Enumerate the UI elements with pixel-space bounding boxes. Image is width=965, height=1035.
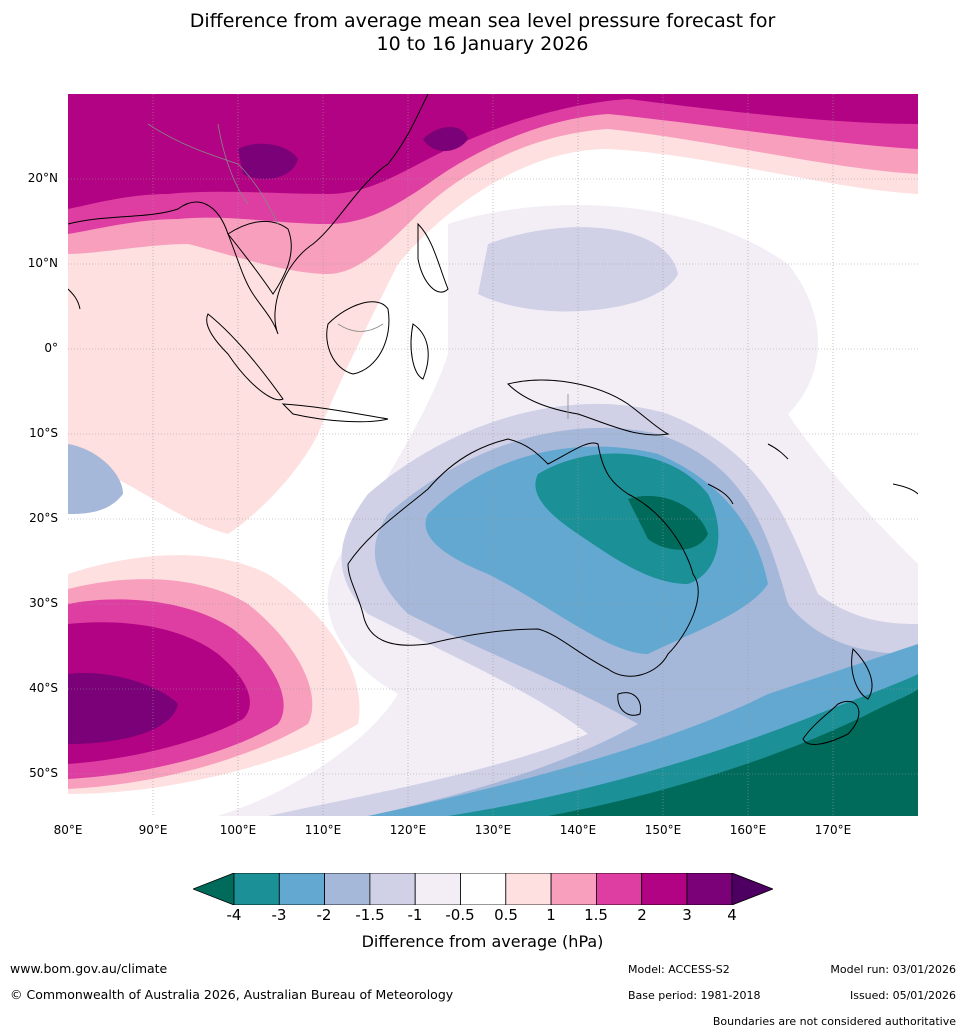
coast-asia-mainland [68,94,429,335]
cb-tick-2: 2 [637,906,647,924]
lat-label-10n: 10°N [27,256,58,270]
lat-label-30s: 30°S [29,596,58,610]
map-canvas [68,94,918,816]
colorbar-swatch-10 [641,873,688,905]
lon-label-120e: 120°E [389,823,427,837]
coast-philippines [417,222,449,293]
model-run-info: Model run: 03/01/2026 [830,963,956,976]
colorbar-swatch-11 [686,873,733,905]
colorbar-swatch-3 [324,873,371,905]
contour-neg-west [68,444,123,514]
colorbar-swatch-2 [278,873,326,905]
country-borders [147,123,569,419]
coast-pacific-islands [707,443,918,505]
contour-2-north [68,94,918,209]
lat-label-20n: 20°N [27,171,58,185]
graticule [68,94,918,816]
coast-java [281,403,389,423]
lat-label-0: 0° [44,341,58,355]
contour-neg-4-south [548,689,918,816]
cb-tick-neg1.5: -1.5 [355,906,385,924]
cb-tick-3: 3 [682,906,692,924]
contour-neg-1 [478,227,678,312]
contour-3-southwest [68,673,178,744]
lon-label-170e: 170°E [814,823,852,837]
cb-tick-neg2: -2 [316,906,332,924]
border-asia-b [217,123,249,205]
lon-label-130e: 130°E [474,823,512,837]
model-info: Model: ACCESS-S2 [628,963,730,976]
contour-3-north-a [238,143,298,179]
cb-tick-1.5: 1.5 [584,906,608,924]
coast-sumatra [206,313,284,401]
lat-label-20s: 20°S [29,511,58,525]
lon-label-80e: 80°E [53,823,83,837]
colorbar-swatch-4 [369,873,416,905]
coastlines [68,94,918,745]
coast-indochina [227,220,292,295]
coast-india-tip [68,288,81,310]
lon-label-90e: 90°E [138,823,168,837]
colorbar-swatch-9 [595,873,643,905]
colorbar-swatch-below-4 [193,873,235,905]
coast-new-zealand-south [802,700,860,745]
cb-tick-neg1: -1 [407,906,423,924]
lon-label-150e: 150°E [644,823,682,837]
colorbar-title: Difference from average (hPa) [361,932,604,951]
lat-label-50s: 50°S [29,766,58,780]
cb-tick-neg4: -4 [226,906,242,924]
colorbar-swatch-6 [460,873,507,905]
coast-new-guinea [507,379,670,436]
colorbar-swatch-above-4 [731,873,773,905]
cb-tick-4: 4 [727,906,737,924]
coast-australia [347,438,699,677]
coast-new-zealand-north [851,647,873,700]
cb-tick-neg3: -3 [271,906,287,924]
title-line-2: 10 to 16 January 2026 [376,33,589,55]
lon-label-140e: 140°E [559,823,597,837]
copyright-text: © Commonwealth of Australia 2026, Austra… [10,987,454,1002]
website-link[interactable]: www.bom.gov.au/climate [10,961,168,976]
lon-label-100e: 100°E [219,823,257,837]
title-line-1: Difference from average mean sea level p… [189,10,776,32]
contour-3-north-b [423,126,468,152]
cb-tick-neg0.5: -0.5 [445,906,475,924]
lat-label-10s: 10°S [29,426,58,440]
colorbar-swatch-8 [550,873,597,905]
border-borneo [337,323,384,332]
lat-label-40s: 40°S [29,681,58,695]
border-asia-a [147,123,279,225]
contour-neg-4 [628,495,708,550]
colorbar-swatch-1 [233,873,280,905]
chart-title: Difference from average mean sea level p… [0,10,965,56]
cb-tick-1: 1 [546,906,556,924]
coast-tasmania [617,692,642,716]
coast-sulawesi [410,323,429,380]
colorbar-swatch-5 [414,873,461,905]
issued-info: Issued: 05/01/2026 [849,989,956,1002]
disclaimer-text: Boundaries are not considered authoritat… [712,1015,956,1028]
colorbar-swatch-7 [505,873,552,905]
colorbar [193,873,773,905]
lon-label-110e: 110°E [304,823,342,837]
cb-tick-0.5: 0.5 [494,906,518,924]
base-period-info: Base period: 1981-2018 [628,989,761,1002]
lon-label-160e: 160°E [729,823,767,837]
coast-borneo [326,301,390,375]
pressure-anomaly-map [68,94,918,816]
